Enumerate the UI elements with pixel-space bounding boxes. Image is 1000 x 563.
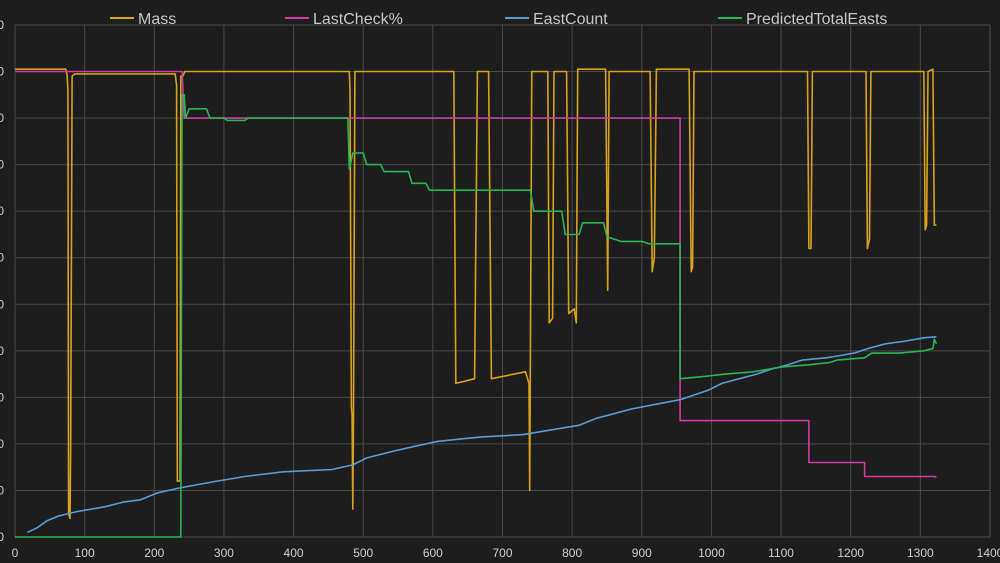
- series-line-mass: [15, 68, 937, 520]
- x-tick-label: 600: [423, 546, 443, 560]
- legend: Mass LastCheck% EastCount PredictedTotalEas…: [110, 11, 887, 28]
- y-tick-label: 0: [0, 483, 4, 497]
- x-tick-label: 400: [284, 546, 304, 560]
- x-tick-label: 1000: [698, 546, 725, 560]
- series-lines: [15, 68, 938, 538]
- legend-label: EastCount: [533, 11, 608, 28]
- legend-label: LastCheck%: [313, 11, 403, 28]
- y-tick-label: 0: [0, 344, 4, 358]
- legend-label: Mass: [138, 11, 176, 28]
- x-tick-label: 1100: [768, 546, 794, 560]
- x-tick-label: 500: [353, 546, 373, 560]
- x-tick-label: 1300: [907, 546, 934, 560]
- y-tick-label: 0: [0, 65, 4, 79]
- x-tick-label: 0: [12, 546, 19, 560]
- series-line-eastcount: [27, 336, 937, 534]
- y-tick-label: 0: [0, 297, 4, 311]
- y-tick-label: 0: [0, 437, 4, 451]
- series-line-lastcheck-: [15, 70, 937, 479]
- y-tick-label: 0: [0, 530, 4, 544]
- x-tick-label: 900: [632, 546, 652, 560]
- x-axis-ticks: 0 100 200 300 400 500 600 700 800 900 1000 1100 1200…: [12, 546, 1000, 560]
- x-tick-label: 300: [214, 546, 234, 560]
- y-tick-label: 0: [0, 390, 4, 404]
- y-tick-label: 0: [0, 204, 4, 218]
- y-tick-label: 0: [0, 111, 4, 125]
- x-tick-label: 700: [492, 546, 512, 560]
- y-tick-label: 0: [0, 158, 4, 172]
- series-line-predictedtotaleasts: [15, 94, 938, 538]
- legend-label: PredictedTotalEasts: [746, 11, 887, 28]
- x-tick-label: 800: [562, 546, 582, 560]
- x-tick-label: 1200: [837, 546, 864, 560]
- x-tick-label: 100: [75, 546, 95, 560]
- x-tick-label: 1400: [977, 546, 1000, 560]
- y-axis-ticks: 0 0 0 0 0 0 0 0 0 0 0 0: [0, 18, 4, 544]
- y-tick-label: 0: [0, 18, 4, 32]
- y-tick-label: 0: [0, 251, 4, 265]
- x-tick-label: 200: [144, 546, 164, 560]
